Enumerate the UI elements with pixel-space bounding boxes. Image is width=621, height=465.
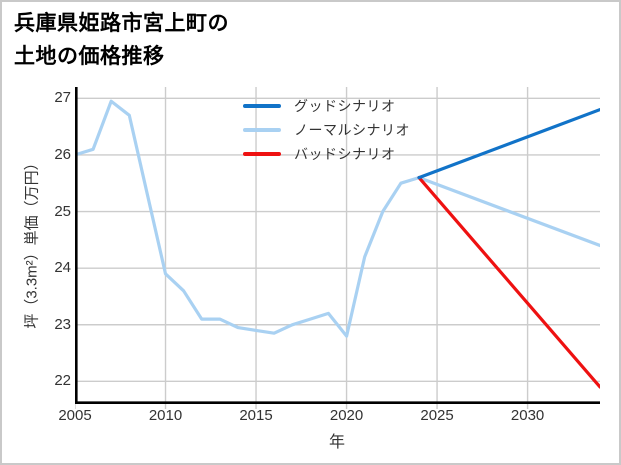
plot-svg: [73, 87, 602, 409]
y-tick-labels: 22 23 24 25 26 27: [2, 87, 71, 404]
good-scenario-line: [417, 108, 602, 180]
x-tick-label: 2005: [58, 407, 92, 424]
normal-scenario-legend-label: ノーマルシナリオ: [294, 122, 410, 138]
bad-scenario-legend-swatch: [243, 152, 281, 156]
good-scenario-legend-swatch: [243, 104, 281, 108]
x-axis-label: 年: [328, 434, 346, 451]
x-tick-label: 2015: [239, 407, 273, 424]
y-tick-label: 26: [54, 145, 71, 163]
x-tick-label: 2010: [148, 407, 183, 424]
x-tick-label: 2030: [510, 407, 545, 424]
y-tick-label: 22: [54, 372, 71, 390]
x-tick-label: 2020: [329, 407, 364, 424]
y-tick-label: 23: [54, 315, 71, 333]
bad-scenario-line: [417, 175, 602, 389]
legend: グッドシナリオ ノーマルシナリオ バッドシナリオ: [243, 94, 410, 166]
bad-scenario-legend-label: バッドシナリオ: [294, 146, 396, 162]
chart-title: 兵庫県姫路市宮上町の 土地の価格推移: [14, 12, 229, 68]
x-tick-labels: 2005 2010 2015 2020 2025 2030: [58, 407, 600, 427]
x-tick-label: 2025: [420, 407, 454, 424]
legend-item-normal-scenario: ノーマルシナリオ: [243, 118, 410, 142]
legend-item-bad-scenario: バッドシナリオ: [243, 142, 410, 166]
plot-area: [73, 87, 602, 409]
normal-scenario-line: [73, 99, 602, 338]
good-scenario-legend-label: グッドシナリオ: [294, 98, 396, 114]
normal-scenario-legend-swatch: [243, 128, 281, 132]
y-tick-label: 25: [54, 202, 71, 220]
y-tick-label: 24: [54, 259, 71, 277]
y-tick-label: 27: [54, 89, 71, 107]
legend-item-good-scenario: グッドシナリオ: [243, 94, 410, 118]
